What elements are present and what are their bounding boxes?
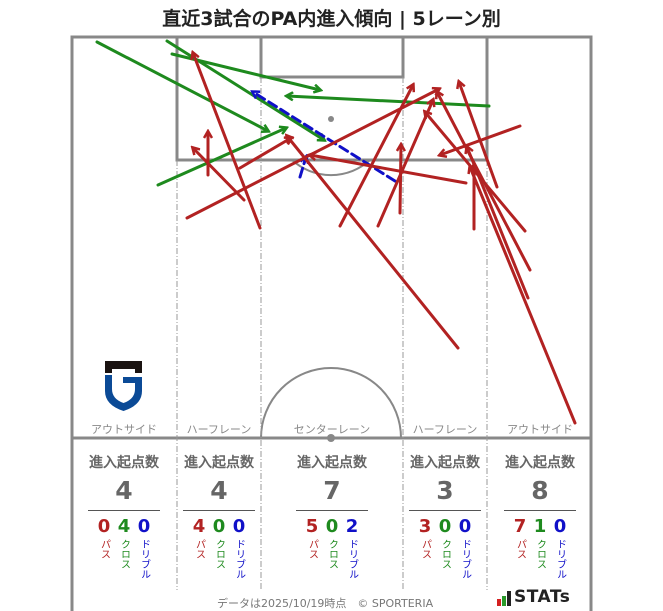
cross-label: クロス xyxy=(326,539,338,569)
brand-name: STATs xyxy=(514,587,571,607)
lane-dividers xyxy=(176,77,488,590)
stat-header: 進入起点数 xyxy=(184,455,254,471)
dribble-count: 0 xyxy=(458,516,472,537)
lane-label-center: センターレーン xyxy=(293,423,371,436)
pass-count: 3 xyxy=(418,516,432,537)
lane-stats-halfspace-right: 進入起点数 3 3 パス 0 クロス 0 ドリブル xyxy=(405,452,485,579)
dribble-label: ドリブル xyxy=(138,539,150,579)
pass-count: 0 xyxy=(97,516,111,537)
lane-stats-center: 進入起点数 7 5 パス 0 クロス 2 ドリブル xyxy=(287,452,377,579)
dribble-count: 0 xyxy=(232,516,246,537)
stat-header: 進入起点数 xyxy=(297,455,367,471)
data-date-credit: データは2025/10/19時点 © SPORTERIA xyxy=(217,597,434,610)
cross-count: 4 xyxy=(117,516,131,537)
pass-count: 4 xyxy=(192,516,206,537)
pass-arrow xyxy=(238,138,291,170)
cross-label: クロス xyxy=(534,539,546,569)
pass-label: パス xyxy=(306,539,318,559)
stat-total: 3 xyxy=(436,476,454,505)
pass-arrow xyxy=(287,136,460,350)
dribble-label: ドリブル xyxy=(554,539,566,579)
divider xyxy=(183,510,255,511)
divider xyxy=(504,510,576,511)
pass-arrow xyxy=(459,82,499,189)
cross-count: 0 xyxy=(325,516,339,537)
stats-brand-logo: STATs xyxy=(497,588,570,606)
pass-count: 7 xyxy=(513,516,527,537)
pass-arrow xyxy=(193,53,262,230)
divider xyxy=(88,510,160,511)
pass-arrow xyxy=(338,85,413,228)
lane-stats-outside-left: 進入起点数 4 0 パス 4 クロス 0 ドリブル xyxy=(84,452,164,579)
arrow-layer xyxy=(95,39,577,425)
lane-label-halfspace-right: ハーフレーン xyxy=(412,423,478,436)
stat-total: 8 xyxy=(531,476,549,505)
lane-label-outside-left: アウトサイド xyxy=(91,423,157,436)
pass-arrow xyxy=(437,92,532,272)
cross-count: 1 xyxy=(533,516,547,537)
cross-arrow xyxy=(156,128,286,187)
pass-arrow xyxy=(193,148,246,202)
pass-arrow xyxy=(376,100,433,228)
divider xyxy=(296,510,368,511)
cross-label: クロス xyxy=(213,539,225,569)
lane-stats-halfspace-left: 進入起点数 4 4 パス 0 クロス 0 ドリブル xyxy=(179,452,259,579)
stat-total: 7 xyxy=(323,476,341,505)
stat-header: 進入起点数 xyxy=(89,455,159,471)
pass-label: パス xyxy=(98,539,110,559)
pass-count: 5 xyxy=(305,516,319,537)
lane-stats-outside-right: 進入起点数 8 7 パス 1 クロス 0 ドリブル xyxy=(500,452,580,579)
bar-chart-icon xyxy=(497,591,511,606)
dribble-label: ドリブル xyxy=(346,539,358,579)
team-crest-icon xyxy=(105,361,142,411)
pass-label: パス xyxy=(514,539,526,559)
chart-title: 直近3試合のPA内進入傾向 | 5レーン別 xyxy=(162,8,501,30)
cross-count: 0 xyxy=(212,516,226,537)
dribble-count: 0 xyxy=(553,516,567,537)
dribble-label: ドリブル xyxy=(459,539,471,579)
pass-arrow xyxy=(400,145,401,215)
stat-header: 進入起点数 xyxy=(505,455,575,471)
pass-label: パス xyxy=(193,539,205,559)
lane-label-halfspace-left: ハーフレーン xyxy=(186,423,252,436)
divider xyxy=(409,510,481,511)
pass-label: パス xyxy=(419,539,431,559)
lane-label-outside-right: アウトサイド xyxy=(507,423,573,436)
dribble-count: 0 xyxy=(137,516,151,537)
pass-arrow xyxy=(310,155,468,185)
stat-total: 4 xyxy=(210,476,228,505)
cross-arrow xyxy=(287,96,491,108)
stat-total: 4 xyxy=(115,476,133,505)
pass-arrow xyxy=(470,167,577,425)
dribble-count: 2 xyxy=(345,516,359,537)
cross-arrow xyxy=(95,40,268,131)
stat-header: 進入起点数 xyxy=(410,455,480,471)
cross-label: クロス xyxy=(118,539,130,569)
dribble-label: ドリブル xyxy=(233,539,245,579)
cross-count: 0 xyxy=(438,516,452,537)
cross-label: クロス xyxy=(439,539,451,569)
pass-arrow xyxy=(467,147,530,300)
